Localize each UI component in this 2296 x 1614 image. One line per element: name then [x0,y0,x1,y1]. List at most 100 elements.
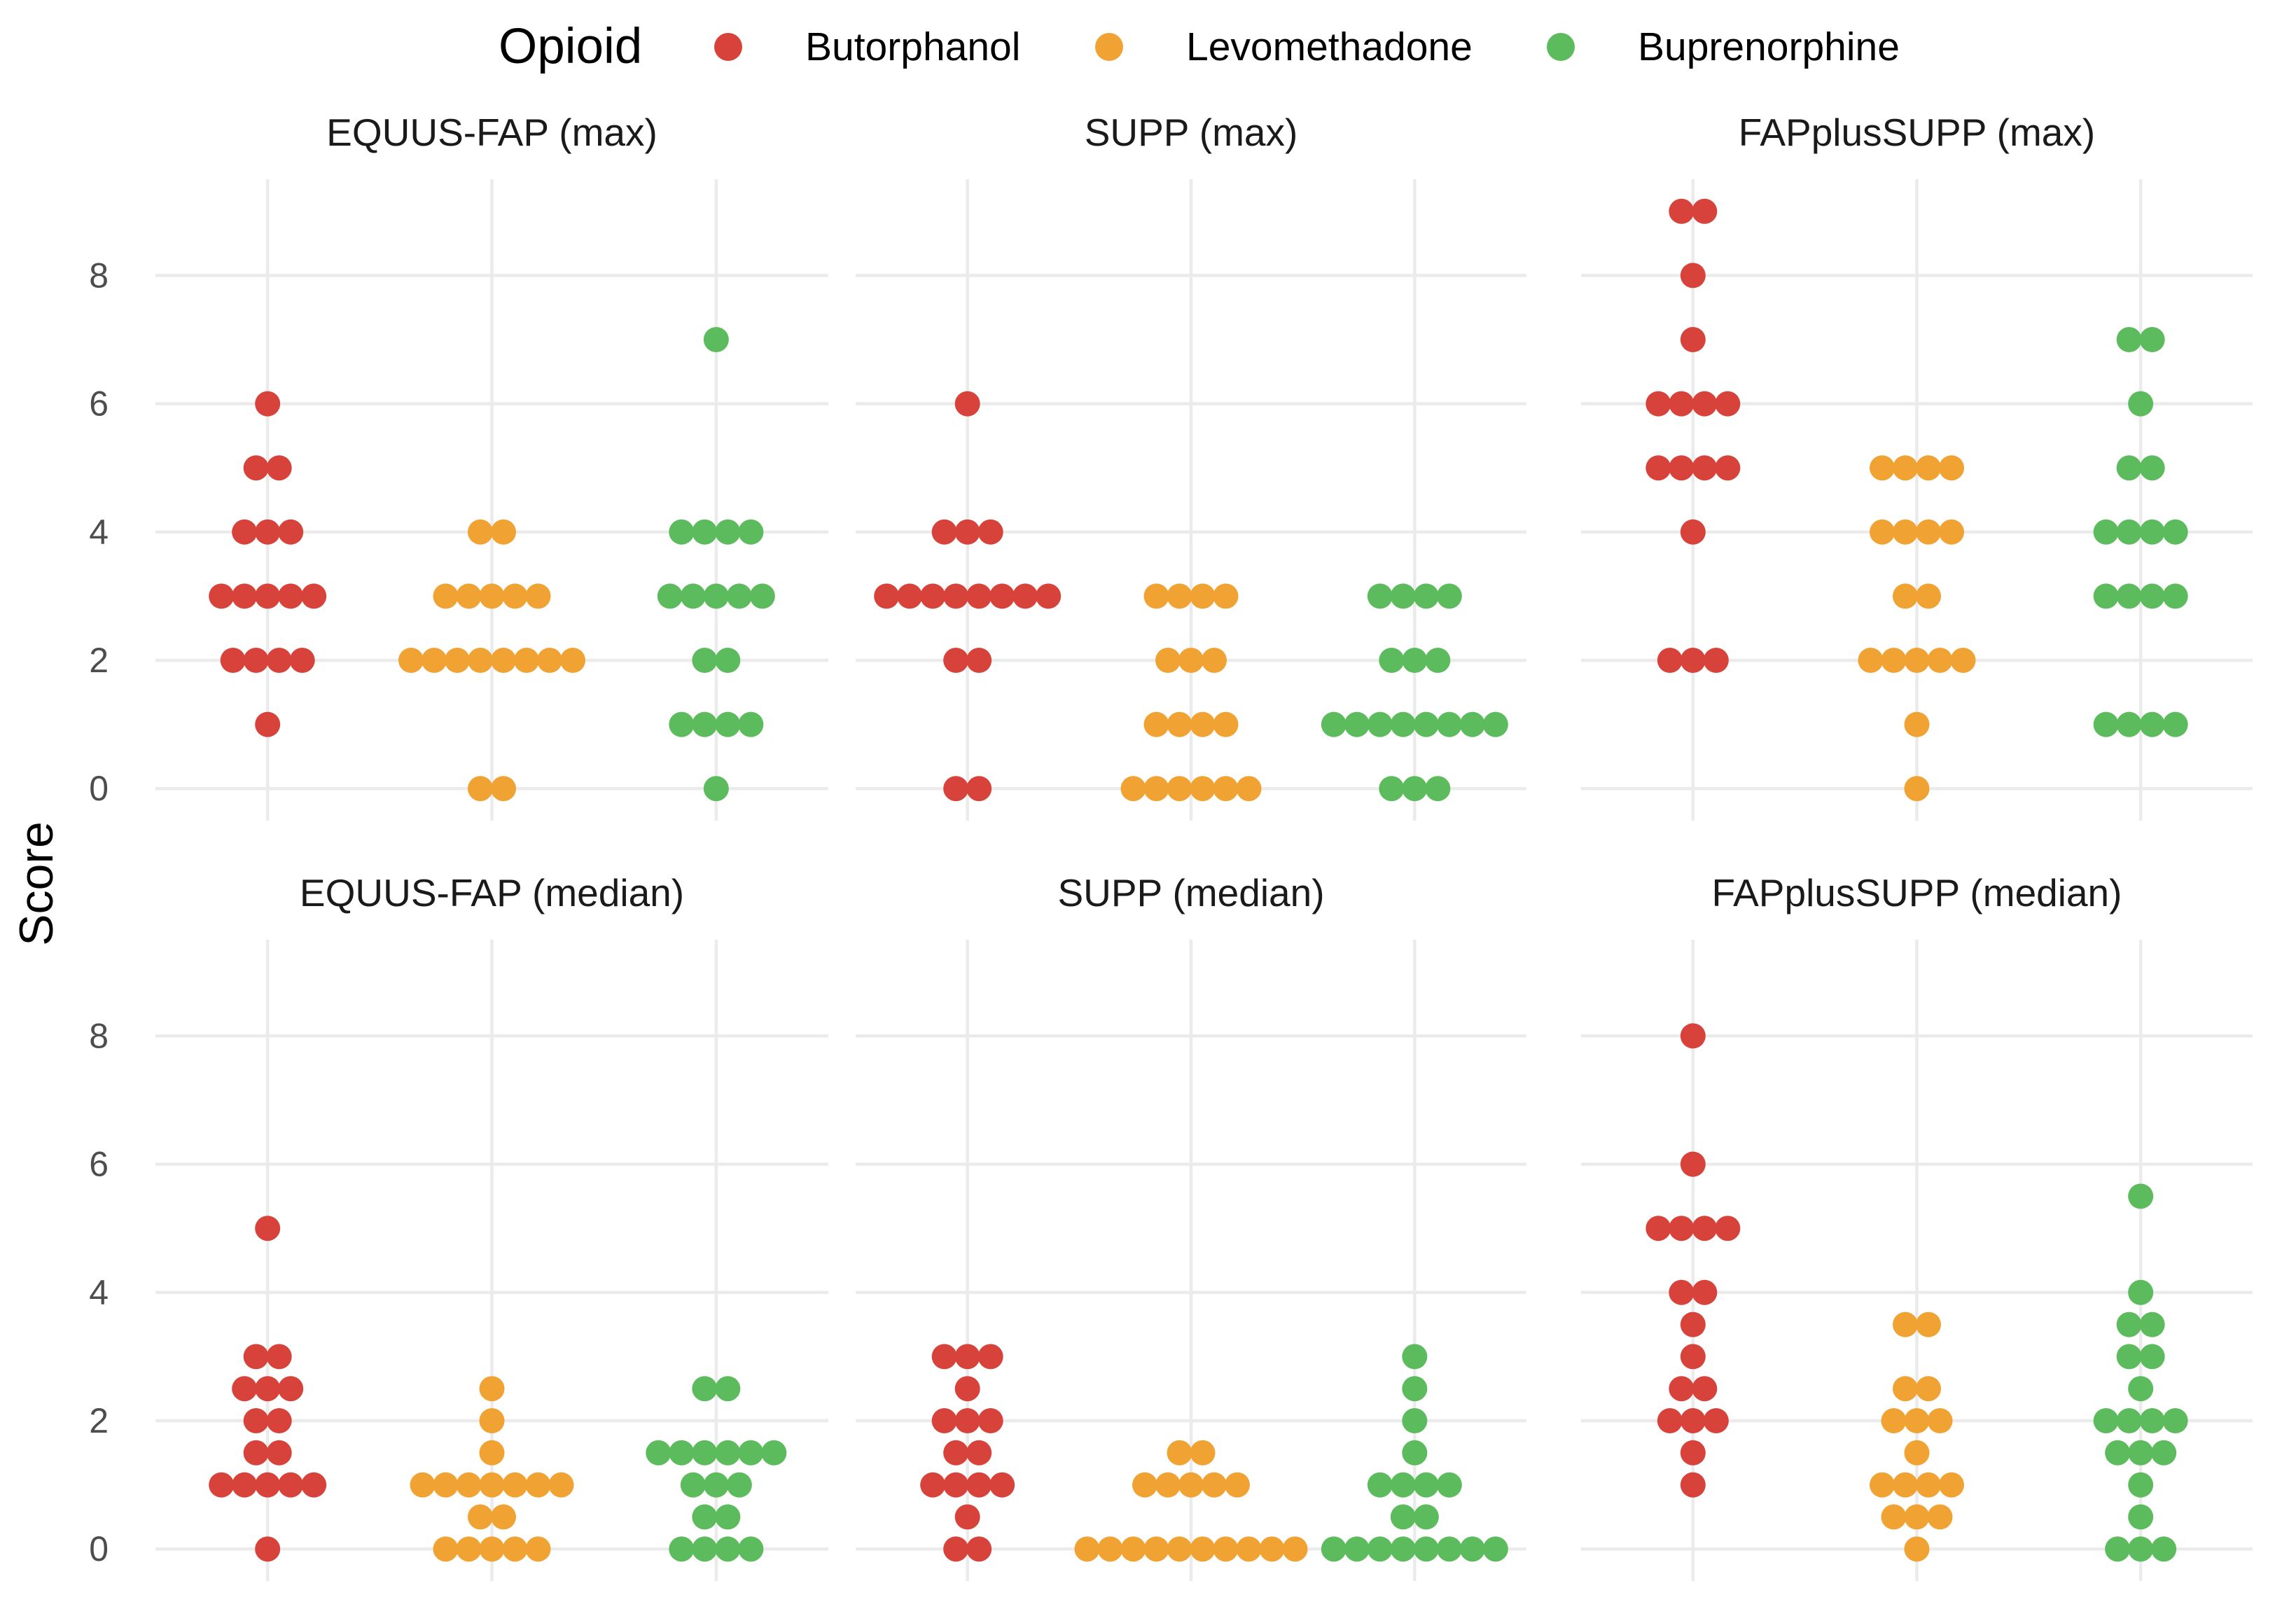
dot-butorphanol [243,1344,269,1370]
dot-butorphanol [931,1408,957,1433]
dot-butorphanol [920,1472,946,1498]
dot-butorphanol [874,583,900,609]
dot-levomethadone [468,648,493,673]
dot-levomethadone [433,1472,459,1498]
dot-levomethadone [1904,1504,1930,1530]
dot-butorphanol [255,711,281,737]
panel-title: SUPP (max) [1085,111,1298,154]
dot-butorphanol [1657,648,1683,673]
dot-buprenorphine [2139,519,2165,545]
dot-levomethadone [479,583,505,609]
dot-butorphanol [301,583,327,609]
dot-butorphanol [278,1376,304,1402]
dot-levomethadone [502,1536,528,1562]
dot-buprenorphine [715,1376,741,1402]
dot-buprenorphine [2162,519,2188,545]
dot-levomethadone [1225,1472,1250,1498]
dot-levomethadone [514,648,539,673]
dot-butorphanol [943,1440,969,1466]
dot-buprenorphine [680,1472,706,1498]
legend-key-levomethadone [1095,33,1123,61]
dot-buprenorphine [1367,1536,1393,1562]
dot-levomethadone [479,1376,505,1402]
dot-levomethadone [1939,455,1964,481]
dot-levomethadone [1893,583,1918,609]
dot-levomethadone [456,583,482,609]
dot-buprenorphine [1390,1472,1416,1498]
dot-butorphanol [1692,1376,1718,1402]
dot-levomethadone [1143,776,1169,802]
y-tick-label: 4 [89,513,109,552]
dot-buprenorphine [703,776,729,802]
dot-levomethadone [1259,1536,1285,1562]
dot-levomethadone [1950,648,1976,673]
dot-butorphanol [232,519,258,545]
dot-levomethadone [1893,1312,1918,1337]
panel-title: EQUUS-FAP (median) [300,871,684,914]
dot-buprenorphine [2162,711,2188,737]
dot-buprenorphine [2116,583,2142,609]
dot-buprenorphine [2139,1344,2165,1370]
dot-buprenorphine [1344,1536,1370,1562]
dot-levomethadone [1120,1536,1146,1562]
dot-buprenorphine [692,1536,718,1562]
dot-buprenorphine [2105,1536,2131,1562]
dot-levomethadone [1927,1408,1953,1433]
dot-butorphanol [266,1408,292,1433]
legend-label-buprenorphine: Buprenorphine [1638,25,1900,69]
dot-butorphanol [278,583,304,609]
dot-butorphanol [255,583,281,609]
dot-butorphanol [209,1472,235,1498]
y-tick-label: 0 [89,1529,109,1568]
dot-levomethadone [1916,583,1941,609]
dot-levomethadone [456,1536,482,1562]
panel-title: EQUUS-FAP (max) [326,111,658,154]
dot-levomethadone [1927,1504,1953,1530]
dot-buprenorphine [2139,711,2165,737]
dot-levomethadone [433,583,459,609]
dot-levomethadone [1213,711,1239,737]
dot-levomethadone [1202,1472,1227,1498]
dot-levomethadone [1881,1408,1907,1433]
dot-butorphanol [1680,327,1706,352]
dot-levomethadone [1904,1536,1930,1562]
dot-buprenorphine [692,1440,718,1466]
dot-buprenorphine [2128,1504,2154,1530]
dot-buprenorphine [2116,455,2142,481]
dot-buprenorphine [2116,1344,2142,1370]
dot-butorphanol [1680,1472,1706,1498]
dot-butorphanol [1657,1408,1683,1433]
dot-buprenorphine [1390,711,1416,737]
dot-buprenorphine [1390,1504,1416,1530]
dot-butorphanol [954,391,980,417]
dot-buprenorphine [715,1536,741,1562]
dot-levomethadone [1132,1472,1157,1498]
y-tick-label: 8 [89,1016,109,1055]
y-tick-label: 6 [89,1145,109,1184]
dot-levomethadone [525,1536,551,1562]
dot-buprenorphine [2139,327,2165,352]
dot-levomethadone [422,648,447,673]
dot-buprenorphine [738,519,764,545]
dot-levomethadone [1939,519,1964,545]
dot-buprenorphine [1402,776,1428,802]
dot-buprenorphine [2128,1376,2154,1402]
dot-butorphanol [209,583,235,609]
dot-butorphanol [943,1536,969,1562]
dot-buprenorphine [2139,583,2165,609]
dot-levomethadone [1097,1536,1123,1562]
dot-levomethadone [1893,1472,1918,1498]
dot-levomethadone [1190,583,1216,609]
dot-buprenorphine [1367,1472,1393,1498]
dot-buprenorphine [1482,1536,1508,1562]
dot-levomethadone [560,648,585,673]
legend-label-butorphanol: Butorphanol [805,25,1020,69]
dot-buprenorphine [715,519,741,545]
dot-levomethadone [502,1472,528,1498]
dot-levomethadone [1236,1536,1262,1562]
dot-butorphanol [1692,198,1718,224]
dot-buprenorphine [703,1472,729,1498]
dot-butorphanol [897,583,923,609]
dot-buprenorphine [692,648,718,673]
dot-buprenorphine [2116,1408,2142,1433]
